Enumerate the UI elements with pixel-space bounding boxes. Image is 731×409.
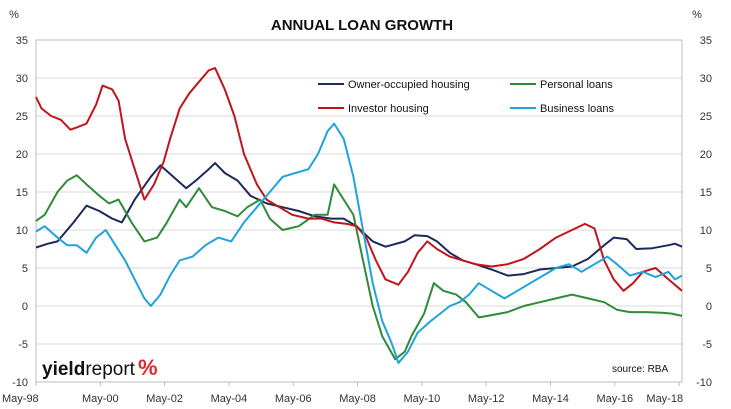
legend-label-business-loans: Business loans	[540, 103, 614, 115]
plot-area	[35, 39, 683, 383]
x-tick-label: May-12	[468, 393, 505, 405]
left-y-tick-label: 30	[16, 73, 28, 85]
x-tick-label: May-18	[646, 393, 683, 405]
left-y-tick-label: -5	[18, 339, 28, 351]
left-y-axis: -10 -5 0 5 10 15 20 25 30 35	[12, 35, 28, 389]
left-y-tick-label: 20	[16, 149, 28, 161]
chart-title: ANNUAL LOAN GROWTH	[271, 17, 453, 34]
right-y-unit: %	[692, 9, 702, 21]
x-tick-label: May-00	[82, 393, 119, 405]
logo-text-report: report	[85, 359, 135, 380]
legend: Owner-occupied housing Personal loans Inve…	[318, 79, 614, 115]
right-y-axis: -10 -5 0 5 10 15 20 25 30 35	[696, 35, 712, 389]
series-line-investor-housing	[35, 67, 683, 292]
logo-percent-mark: %	[138, 355, 158, 380]
series-line-personal-loans	[35, 174, 683, 361]
x-tick-label: May-08	[339, 393, 376, 405]
x-tick-label: May-02	[146, 393, 183, 405]
legend-label-personal-loans: Personal loans	[540, 79, 613, 91]
series-line-business-loans	[35, 122, 683, 364]
x-tick-label: May-04	[211, 393, 248, 405]
series-lines	[35, 67, 683, 364]
right-y-tick-label: 30	[700, 73, 712, 85]
right-y-tick-label: 0	[706, 301, 712, 313]
legend-label-owner-occupied-housing: Owner-occupied housing	[348, 79, 470, 91]
left-y-tick-label: 10	[16, 225, 28, 237]
x-tick-label: May-98	[2, 393, 39, 405]
right-y-tick-label: -5	[702, 339, 712, 351]
source-note: source: RBA	[612, 364, 668, 375]
left-y-tick-label: 5	[22, 263, 28, 275]
left-y-tick-label: 0	[22, 301, 28, 313]
right-y-tick-label: 20	[700, 149, 712, 161]
yieldreport-logo: yieldreport%	[42, 355, 158, 380]
x-tick-label: May-16	[596, 393, 633, 405]
left-y-unit: %	[9, 9, 19, 21]
right-y-tick-label: 10	[700, 225, 712, 237]
svg-text:yieldreport%: yieldreport%	[42, 355, 158, 380]
right-y-tick-label: -10	[696, 377, 712, 389]
right-y-tick-label: 5	[706, 263, 712, 275]
legend-label-investor-housing: Investor housing	[348, 103, 429, 115]
left-y-tick-label: 35	[16, 35, 28, 47]
left-y-tick-label: -10	[12, 377, 28, 389]
x-tick-label: May-06	[275, 393, 312, 405]
logo-text-yield: yield	[42, 359, 85, 380]
left-y-tick-label: 25	[16, 111, 28, 123]
left-y-tick-label: 15	[16, 187, 28, 199]
x-axis: May-98 May-00 May-02 May-04 May-06 May-08 May-…	[2, 382, 683, 405]
right-y-tick-label: 15	[700, 187, 712, 199]
right-y-tick-label: 35	[700, 35, 712, 47]
right-y-tick-label: 25	[700, 111, 712, 123]
series-line-owner-occupied-housing	[35, 162, 683, 277]
x-tick-label: May-14	[532, 393, 569, 405]
x-tick-label: May-10	[404, 393, 441, 405]
